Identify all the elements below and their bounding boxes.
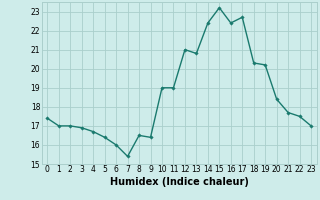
X-axis label: Humidex (Indice chaleur): Humidex (Indice chaleur) (110, 177, 249, 187)
